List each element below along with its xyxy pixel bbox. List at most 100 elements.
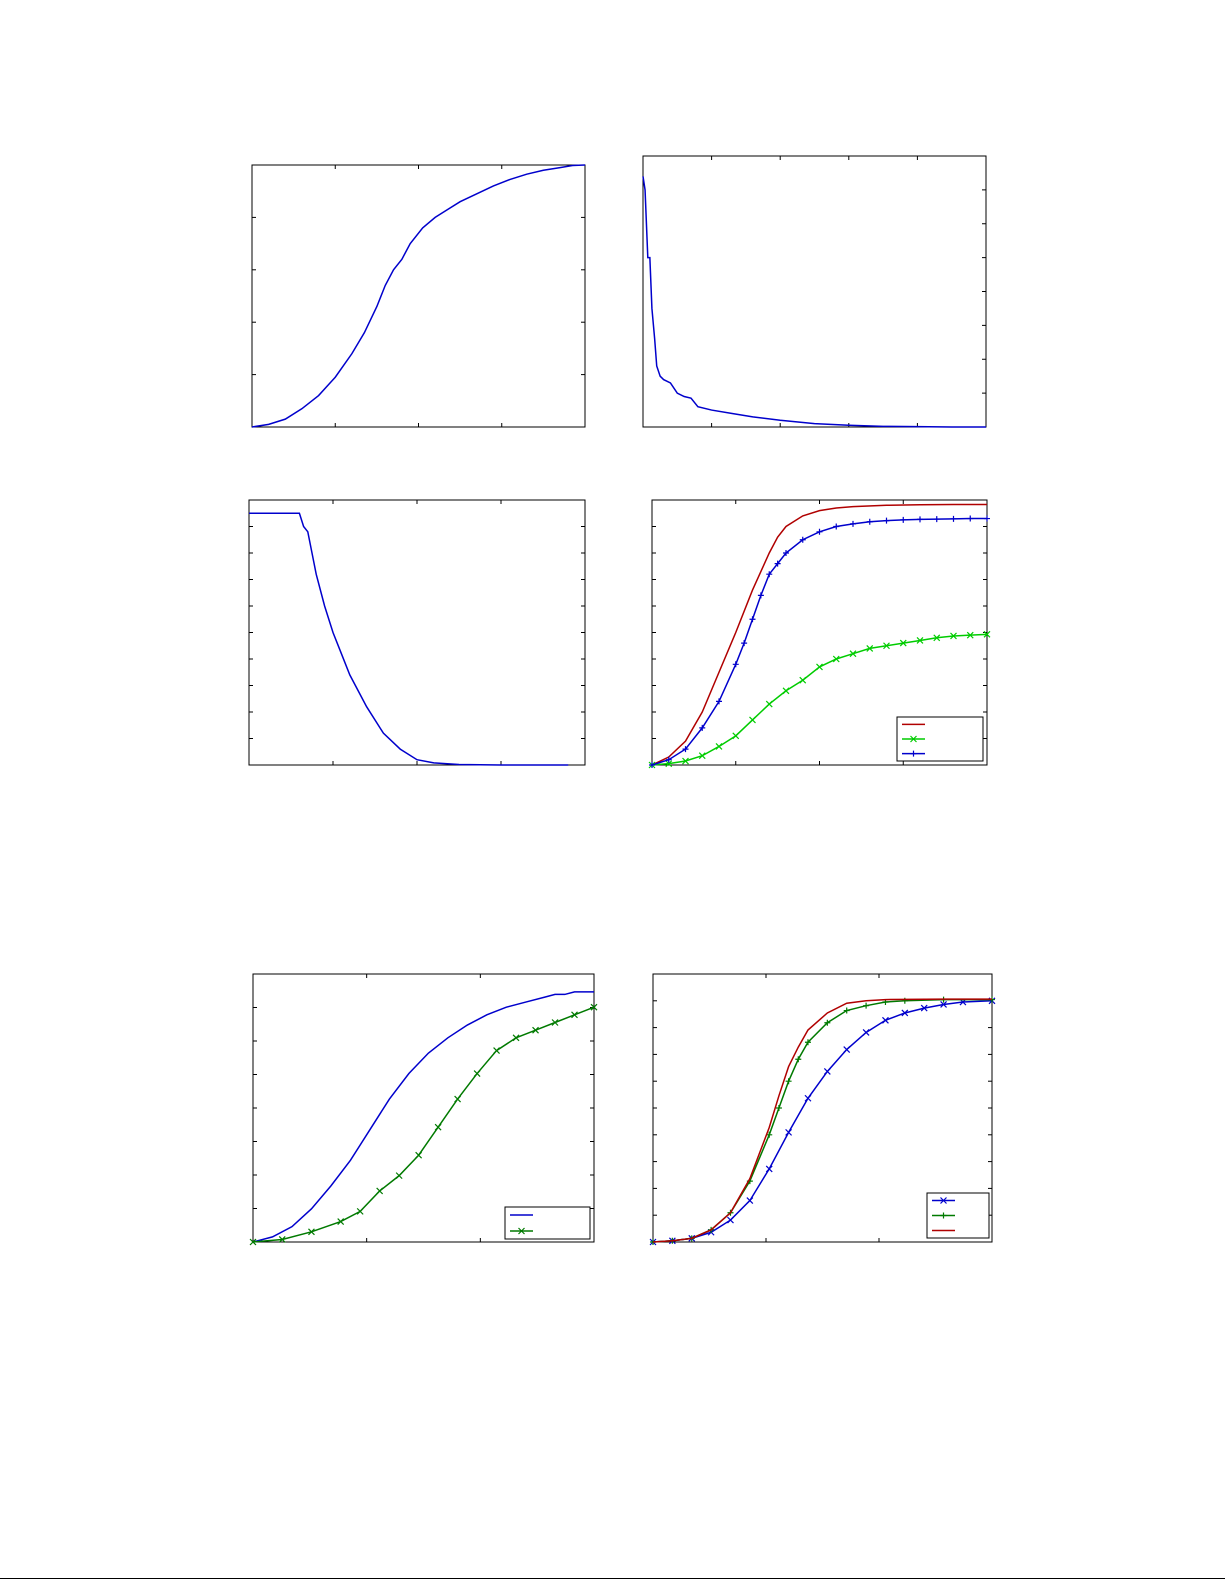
data-point — [983, 630, 991, 638]
axes-frame — [642, 155, 987, 428]
data-point — [682, 757, 689, 765]
data-point — [843, 1046, 851, 1053]
data-point — [849, 650, 857, 658]
data-point — [933, 634, 941, 642]
data-point — [532, 1026, 539, 1034]
legend-marker — [940, 1197, 947, 1204]
data-point — [799, 536, 806, 543]
data-point — [454, 1095, 462, 1103]
data-point — [715, 743, 723, 750]
data-point — [863, 1002, 870, 1009]
data-point — [799, 676, 807, 684]
data-point — [551, 1019, 559, 1026]
data-point — [278, 1236, 286, 1243]
data-point — [727, 1216, 734, 1224]
data-point — [766, 571, 773, 578]
data-point — [699, 724, 706, 731]
data-point — [916, 637, 924, 644]
data-point — [967, 515, 974, 522]
data-point — [795, 1056, 802, 1063]
data-point — [883, 642, 890, 650]
data-point — [434, 1123, 442, 1131]
data-point — [816, 663, 823, 671]
data-point — [765, 700, 773, 708]
series-line-blue — [252, 991, 594, 1243]
data-point — [590, 1003, 598, 1011]
legend — [896, 716, 984, 762]
data-point — [850, 520, 856, 527]
data-point — [493, 1047, 500, 1054]
chart-panel-1 — [251, 164, 586, 428]
data-point — [765, 1165, 773, 1173]
data-point — [824, 1019, 831, 1026]
axes-frame — [248, 499, 586, 766]
chart-panel-5 — [249, 973, 598, 1246]
data-point — [899, 639, 907, 647]
data-point — [866, 644, 874, 652]
data-point — [749, 716, 756, 724]
data-point — [473, 1070, 481, 1077]
chart-panel-4 — [648, 499, 991, 769]
data-point — [823, 1068, 831, 1075]
data-point — [782, 687, 790, 695]
data-point — [649, 762, 655, 768]
data-point — [882, 1016, 889, 1024]
data-point — [917, 516, 923, 523]
data-point — [774, 560, 781, 567]
data-point — [950, 632, 957, 640]
data-point — [940, 1001, 947, 1008]
data-point — [746, 1197, 754, 1205]
data-point — [376, 1187, 384, 1195]
data-point — [732, 732, 740, 740]
series-line-red — [652, 998, 992, 1243]
legend-marker — [910, 735, 917, 743]
series-line-blue — [652, 1000, 993, 1243]
data-point — [785, 1128, 793, 1136]
data-point — [512, 1034, 520, 1042]
legend — [926, 1192, 990, 1239]
data-point — [308, 1228, 315, 1236]
data-point — [966, 631, 974, 639]
data-point — [698, 752, 706, 760]
data-point — [804, 1039, 811, 1046]
data-point — [757, 592, 764, 599]
series-line-blue — [642, 176, 986, 428]
legend-marker — [940, 1212, 947, 1219]
data-point — [415, 1151, 423, 1159]
data-point — [249, 1238, 257, 1246]
series-line-red — [651, 503, 987, 766]
series-line-blue — [251, 164, 586, 428]
series-line-blue — [249, 512, 569, 766]
data-point — [785, 1078, 792, 1085]
data-point — [950, 515, 957, 522]
data-point — [901, 1009, 909, 1017]
data-point — [816, 528, 823, 535]
data-point — [832, 655, 840, 663]
chart-panel-3 — [248, 499, 586, 766]
chart-panel-2 — [642, 155, 987, 428]
data-point — [833, 523, 840, 530]
data-point — [804, 1094, 812, 1102]
legend-marker — [518, 1227, 525, 1235]
data-point — [984, 515, 990, 522]
data-point — [866, 518, 873, 525]
data-point — [933, 516, 940, 523]
data-point — [741, 640, 748, 647]
data-point — [843, 1007, 850, 1014]
page-bottom-rule — [0, 1578, 1225, 1579]
data-point — [862, 1029, 870, 1036]
data-point — [395, 1172, 403, 1180]
data-point — [883, 517, 890, 524]
data-point — [920, 1004, 928, 1012]
data-point — [356, 1207, 364, 1215]
data-point — [665, 756, 672, 763]
data-point — [682, 746, 689, 753]
data-point — [665, 760, 673, 768]
data-point — [732, 661, 739, 668]
data-point — [900, 516, 907, 523]
data-point — [749, 616, 756, 623]
data-point — [775, 1105, 782, 1111]
legend-marker — [910, 750, 917, 757]
data-point — [716, 698, 722, 705]
